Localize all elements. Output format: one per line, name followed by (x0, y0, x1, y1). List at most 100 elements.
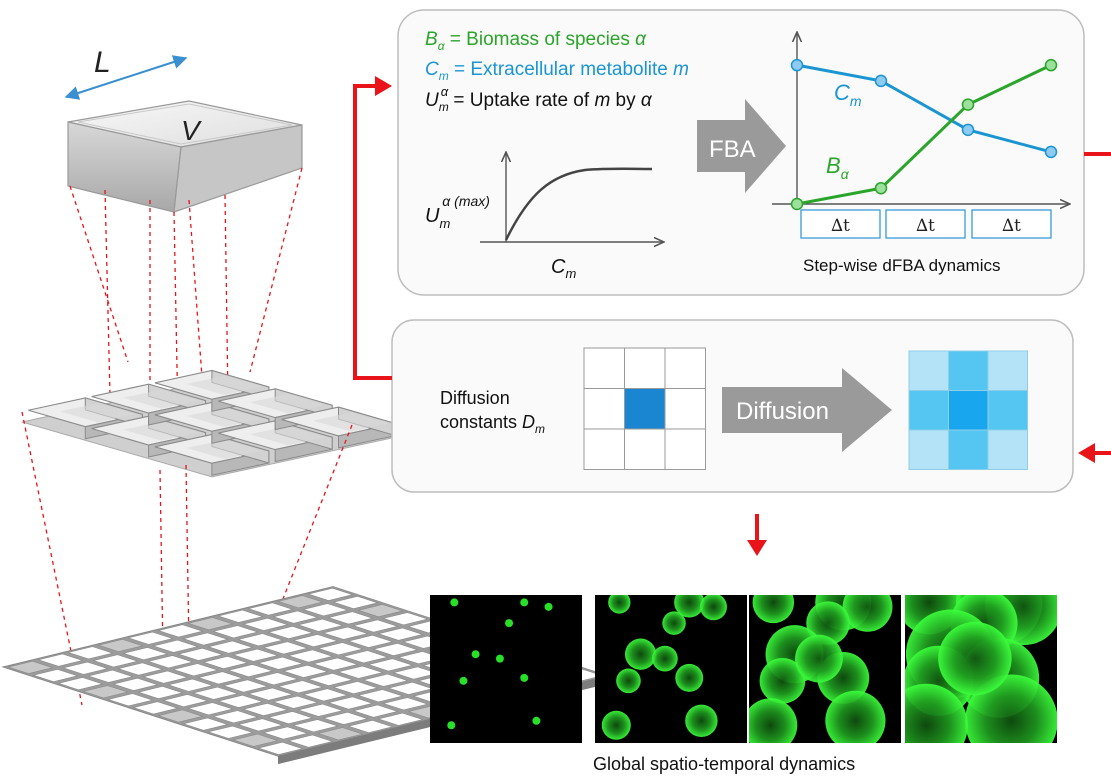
grid-after-cell (948, 350, 989, 391)
colony (532, 716, 541, 725)
loop-arrow-left (353, 84, 392, 380)
lattice-cell (382, 612, 429, 626)
series-point (1044, 145, 1058, 159)
series-point (961, 98, 975, 111)
diffusion-panel: Diffusion constants Dm Diffusion (391, 319, 1074, 493)
dt-label: ∆t (831, 216, 850, 236)
lattice-cell (67, 646, 114, 660)
legend-biomass: Bα = Biomass of species α (425, 29, 647, 53)
lattice-cell (222, 679, 269, 693)
series-point (961, 123, 975, 137)
lattice-cell (357, 689, 404, 703)
grid-before-diffusion (583, 347, 706, 470)
lattice-cell (187, 617, 234, 631)
uptake-curve (504, 167, 653, 241)
lattice-cell (32, 669, 79, 682)
lattice-cell (377, 627, 424, 641)
dt-box (971, 209, 1052, 239)
lattice-cell (347, 720, 394, 733)
global-dynamics-caption: Global spatio-temporal dynamics (593, 754, 855, 774)
lattice-cell (257, 741, 304, 755)
lattice-cell (267, 711, 314, 725)
series-point (874, 74, 888, 88)
lattice-cell (212, 625, 259, 639)
grid-after-cell (908, 390, 949, 431)
lattice-cell (287, 649, 334, 663)
lattice-cell (382, 697, 429, 711)
colony (505, 619, 514, 628)
lattice-cell (302, 603, 349, 617)
diffusion-arrow: Diffusion (722, 368, 892, 452)
lattice-cell (112, 677, 159, 691)
colony (842, 595, 893, 632)
lattice-cell (82, 685, 129, 699)
lattice-cell (137, 686, 184, 699)
colony (674, 595, 705, 618)
grid-before-cell (624, 347, 666, 389)
lattice-cell (57, 677, 104, 691)
lattice-cell (242, 703, 289, 716)
lattice-cell (187, 702, 234, 716)
lattice-cell (152, 639, 199, 653)
lattice-cell (107, 693, 154, 707)
grid-after-cell (908, 350, 949, 391)
lattice-cell (357, 604, 404, 618)
grid-before-cell (664, 388, 706, 430)
lattice-cell (217, 609, 264, 623)
lattice-cell (282, 664, 329, 678)
grid-before-cell (624, 428, 666, 470)
grid-before-cell (583, 428, 625, 470)
lattice-cell (122, 647, 169, 661)
dfba-caption: Step-wise dFBA dynamics (803, 256, 1000, 275)
lattice-cell (272, 695, 319, 709)
lattice-cell (157, 624, 204, 638)
colony (662, 611, 686, 635)
grid-after-diffusion (908, 350, 1028, 470)
lattice-cell (177, 647, 224, 661)
dt-box (800, 209, 881, 239)
uptake-plot: Umα (max) Cm (425, 152, 664, 281)
legend-uptake: Umα = Uptake rate of m by α (425, 84, 653, 114)
lattice-cell (322, 626, 369, 640)
lattice-cell (307, 587, 354, 601)
dfba-dynamics-plot: Cm Bα ∆t ∆t ∆t Step-wise dFBA dynamics (772, 32, 1070, 275)
lattice-cell (217, 694, 264, 708)
colony (447, 721, 456, 730)
lattice-cell (297, 618, 344, 632)
lattice-cell (227, 664, 274, 678)
lattice-cell (157, 709, 204, 723)
lattice-cell (317, 727, 364, 741)
grid-before-cell (583, 347, 625, 389)
lattice-cell (262, 726, 309, 740)
grid-before-cell (583, 388, 625, 430)
lattice-cell (302, 688, 349, 702)
colony (685, 704, 718, 737)
colony (616, 668, 641, 694)
colony (495, 654, 504, 663)
lattice-cell (232, 648, 279, 662)
colony (700, 595, 727, 621)
lattice-cell (207, 725, 254, 739)
colony (749, 698, 798, 743)
lattice-cell (292, 719, 339, 733)
lattice-cell (92, 654, 139, 668)
lattice-cell (277, 595, 324, 609)
lattice-cell (207, 640, 254, 654)
lattice-cell (287, 734, 334, 748)
diffusion-arrow-label: Diffusion (736, 398, 829, 425)
colony (520, 598, 529, 607)
flow-arrows (353, 76, 1111, 556)
lattice-cell (247, 602, 294, 616)
lattice-cell (317, 642, 364, 656)
lattice-cell (337, 665, 384, 679)
colony (652, 645, 678, 672)
lattice-cell (192, 686, 239, 700)
lattice-cell (167, 678, 214, 692)
series-line (796, 63, 1052, 206)
colony (795, 634, 843, 683)
lattice-cell (182, 717, 229, 731)
uptake-ylabel: Umα (max) (425, 193, 490, 231)
lattice-cell (277, 680, 324, 694)
lattice-cell (377, 712, 424, 726)
grid-before-cell (664, 347, 706, 389)
